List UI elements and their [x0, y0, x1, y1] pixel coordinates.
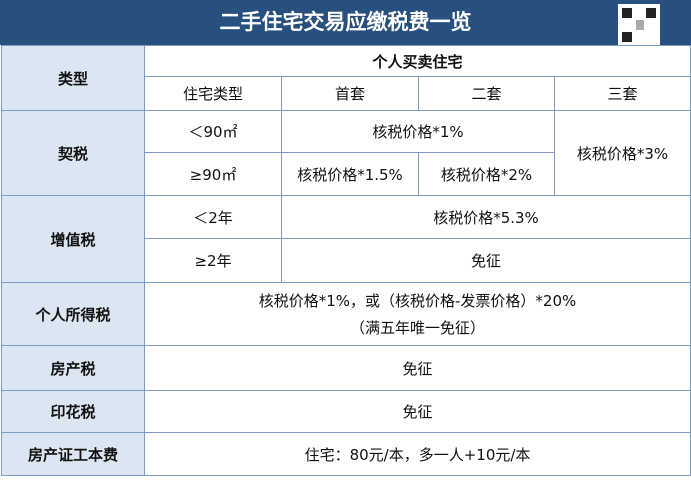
cell: ≥2年: [144, 238, 282, 283]
cell: 首套: [281, 76, 419, 111]
cell: 住宅：80元/本，多一人+10元/本: [143, 432, 691, 476]
qr-code: [618, 4, 660, 46]
cell: 三套: [553, 76, 691, 111]
cell: 房产证工本费: [1, 432, 145, 476]
cell: 免征: [143, 345, 691, 391]
cell: 住宅类型: [144, 76, 282, 111]
cell: ＜2年: [144, 195, 282, 239]
cell: 契税: [1, 110, 145, 196]
cell: 房产税: [1, 345, 145, 391]
cell: 核税价格*2%: [418, 152, 555, 196]
cell: 核税价格*1.5%: [281, 152, 419, 196]
cell: ＜90㎡: [144, 110, 282, 153]
cell: 核税价格*1%，或（核税价格-发票价格）*20% （满五年唯一免征）: [143, 282, 691, 346]
title: 二手住宅交易应缴税费一览: [0, 0, 691, 45]
cell: 类型: [1, 45, 145, 111]
cell: 印花税: [1, 390, 145, 433]
cell: 增值税: [1, 195, 145, 283]
cell: 个人买卖住宅: [143, 45, 691, 77]
cell: ≥90㎡: [144, 152, 282, 196]
tax-table: 类型 个人买卖住宅 住宅类型 首套 二套 三套 契税 ＜90㎡ 核税价格*1% 核税价格*3%…: [1, 45, 691, 476]
cell: 核税价格*1%: [281, 110, 555, 153]
cell: 二套: [418, 76, 555, 111]
text-line: （满五年唯一免征）: [350, 319, 486, 337]
cell: 核税价格*5.3%: [280, 195, 691, 239]
text-line: 核税价格*1%，或（核税价格-发票价格）*20%: [258, 292, 577, 310]
cell: 个人所得税: [1, 282, 145, 346]
cell: 免征: [143, 390, 691, 433]
cell: 核税价格*3%: [553, 110, 691, 196]
cell: 免征: [280, 238, 691, 283]
